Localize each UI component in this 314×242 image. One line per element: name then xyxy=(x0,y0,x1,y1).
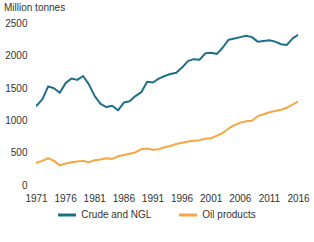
svg-text:2500: 2500 xyxy=(5,18,28,29)
svg-text:1991: 1991 xyxy=(142,193,165,204)
svg-text:1971: 1971 xyxy=(25,193,48,204)
svg-text:2006: 2006 xyxy=(229,193,252,204)
svg-text:0: 0 xyxy=(22,180,28,191)
svg-text:2016: 2016 xyxy=(287,193,310,204)
svg-text:1976: 1976 xyxy=(54,193,77,204)
svg-text:1500: 1500 xyxy=(5,83,28,94)
svg-text:1981: 1981 xyxy=(84,193,107,204)
svg-text:500: 500 xyxy=(11,147,28,158)
svg-text:1986: 1986 xyxy=(113,193,136,204)
svg-text:2001: 2001 xyxy=(200,193,223,204)
svg-text:1996: 1996 xyxy=(171,193,194,204)
html-text:Oil products: Oil products xyxy=(202,209,256,220)
svg-text:2011: 2011 xyxy=(259,193,281,204)
html-text:Million tonnes: Million tonnes xyxy=(4,2,66,13)
svg-text:2000: 2000 xyxy=(5,50,28,61)
html-text:Crude and NGL: Crude and NGL xyxy=(81,209,152,220)
svg-text:1000: 1000 xyxy=(5,115,28,126)
